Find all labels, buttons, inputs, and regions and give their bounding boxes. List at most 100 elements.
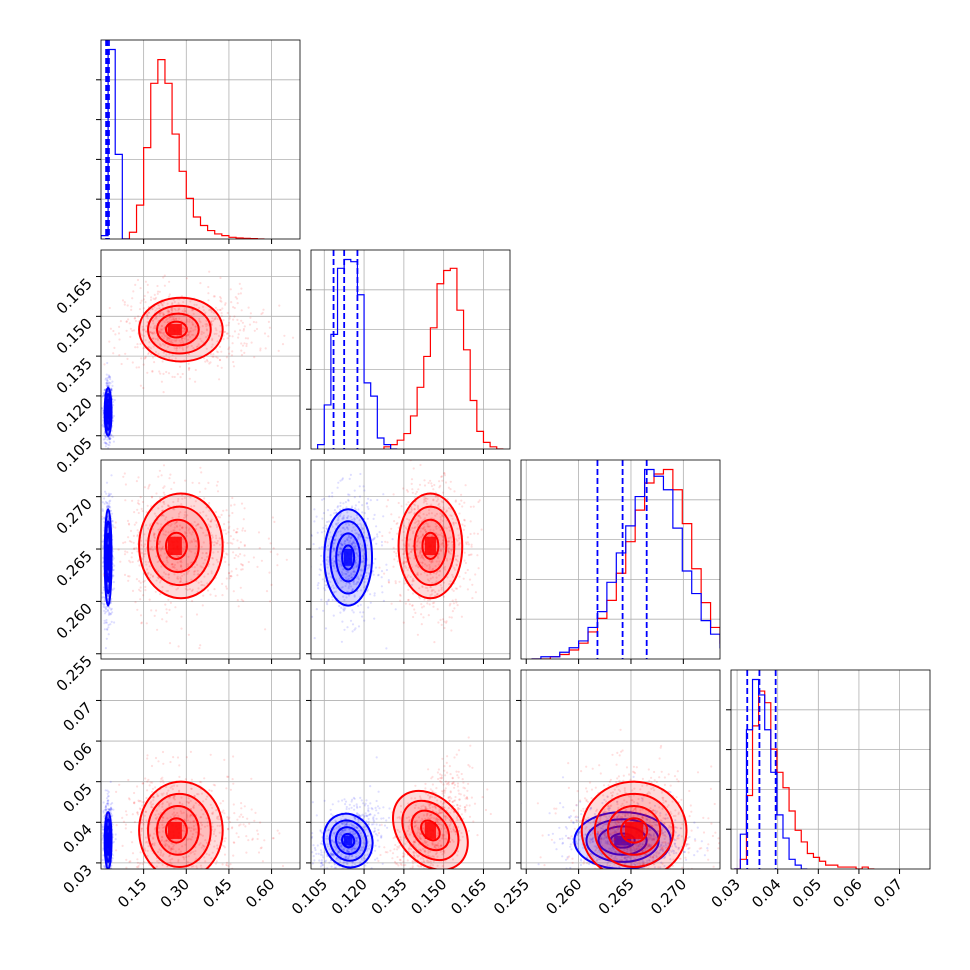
scatter-point bbox=[107, 529, 110, 532]
scatter-point bbox=[105, 608, 108, 611]
scatter-point bbox=[205, 358, 208, 362]
scatter-point bbox=[174, 521, 178, 524]
scatter-point bbox=[144, 280, 147, 283]
scatter-point bbox=[456, 554, 459, 558]
scatter-point bbox=[352, 611, 355, 614]
scatter-point bbox=[260, 312, 263, 316]
scatter-point bbox=[153, 332, 156, 335]
scatter-point bbox=[196, 573, 199, 576]
scatter-point bbox=[359, 603, 362, 607]
scatter-point bbox=[413, 608, 416, 611]
scatter-point bbox=[103, 603, 106, 607]
scatter-point bbox=[157, 307, 161, 310]
scatter-point bbox=[163, 502, 166, 505]
scatter-point bbox=[352, 526, 355, 529]
scatter-point bbox=[214, 510, 218, 514]
scatter-point bbox=[187, 367, 191, 370]
scatter-point bbox=[114, 833, 117, 836]
scatter-point bbox=[421, 555, 424, 558]
scatter-point bbox=[346, 536, 349, 540]
scatter-point bbox=[180, 565, 183, 568]
scatter-point bbox=[241, 529, 244, 532]
scatter-point bbox=[347, 515, 350, 518]
scatter-point bbox=[219, 330, 222, 333]
scatter-point bbox=[106, 379, 109, 382]
scatter-point bbox=[342, 609, 345, 612]
scatter-point bbox=[209, 520, 213, 523]
scatter-point bbox=[441, 513, 444, 516]
scatter-point bbox=[346, 565, 349, 568]
scatter-point bbox=[281, 343, 285, 346]
scatter-point bbox=[103, 622, 106, 625]
scatter-point bbox=[182, 311, 185, 314]
scatter-point bbox=[174, 357, 177, 360]
scatter-point bbox=[163, 344, 166, 347]
scatter-point bbox=[149, 523, 152, 526]
scatter-point bbox=[458, 537, 461, 540]
scatter-point bbox=[393, 558, 396, 561]
scatter-point bbox=[140, 622, 143, 625]
scatter-point bbox=[414, 564, 418, 568]
scatter-point bbox=[150, 546, 153, 549]
scatter-point bbox=[470, 543, 473, 546]
scatter-point bbox=[208, 270, 211, 273]
panel-frame bbox=[520, 459, 721, 660]
scatter-point bbox=[168, 280, 171, 283]
scatter-point bbox=[144, 589, 147, 592]
scatter-point bbox=[104, 872, 106, 874]
scatter-point bbox=[170, 339, 173, 342]
scatter-point bbox=[195, 345, 198, 348]
scatter-point bbox=[327, 572, 330, 575]
scatter-panel-2-0 bbox=[96, 459, 301, 664]
scatter-point bbox=[345, 596, 348, 599]
scatter-point bbox=[112, 574, 115, 577]
scatter-point bbox=[407, 574, 410, 577]
scatter-point bbox=[311, 615, 314, 618]
scatter-point bbox=[187, 555, 190, 558]
scatter-point bbox=[440, 588, 443, 591]
scatter-point bbox=[411, 491, 414, 494]
scatter-point bbox=[226, 542, 229, 545]
scatter-point bbox=[419, 550, 422, 553]
scatter-point bbox=[351, 542, 354, 545]
scatter-point bbox=[210, 345, 213, 349]
scatter-point bbox=[451, 599, 454, 602]
scatter-point bbox=[139, 589, 142, 593]
scatter-point bbox=[162, 391, 165, 394]
scatter-point bbox=[180, 558, 183, 561]
scatter-point bbox=[165, 334, 168, 337]
scatter-point bbox=[108, 872, 110, 874]
scatter-point bbox=[349, 515, 353, 518]
scatter-point bbox=[348, 594, 351, 597]
scatter-point bbox=[242, 327, 245, 331]
scatter-point bbox=[429, 577, 432, 580]
scatter-point bbox=[161, 304, 164, 307]
scatter-point bbox=[114, 526, 117, 529]
scatter-point bbox=[256, 565, 259, 569]
scatter-point bbox=[313, 637, 316, 640]
scatter-point bbox=[448, 583, 451, 586]
scatter-point bbox=[140, 357, 143, 360]
scatter-point bbox=[400, 505, 403, 508]
scatter-point bbox=[423, 598, 426, 601]
scatter-point bbox=[111, 872, 113, 874]
scatter-point bbox=[142, 363, 145, 366]
scatter-point bbox=[347, 541, 350, 544]
scatter-point bbox=[325, 583, 328, 587]
scatter-point bbox=[340, 564, 343, 567]
scatter-point bbox=[463, 519, 466, 522]
scatter-point bbox=[214, 306, 217, 309]
scatter-point bbox=[101, 591, 104, 595]
scatter-point bbox=[334, 534, 337, 538]
scatter-point bbox=[200, 471, 203, 474]
scatter-point bbox=[132, 290, 135, 293]
scatter-point bbox=[163, 571, 166, 574]
scatter-point bbox=[172, 508, 175, 511]
scatter-point bbox=[318, 573, 321, 576]
scatter-point bbox=[101, 836, 105, 840]
scatter-point bbox=[344, 522, 347, 526]
scatter-point bbox=[410, 482, 413, 485]
scatter-point bbox=[104, 437, 107, 440]
scatter-point bbox=[387, 581, 391, 584]
scatter-point bbox=[162, 301, 165, 304]
